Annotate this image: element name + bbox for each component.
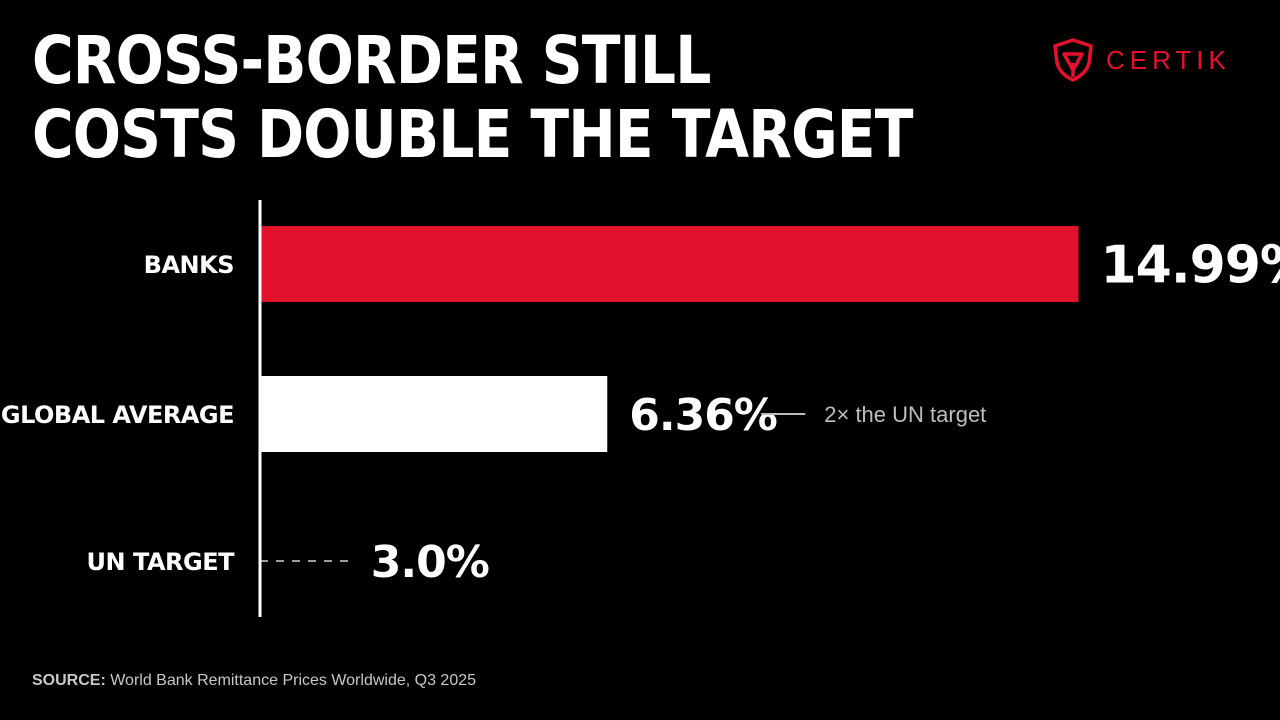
chart-title: CROSS-BORDER STILL COSTS DOUBLE THE TARG… bbox=[32, 24, 1056, 172]
category-label-global-average: GLOBAL AVERAGE bbox=[1, 401, 234, 429]
source-text: World Bank Remittance Prices Worldwide, … bbox=[105, 672, 477, 689]
category-label-un-target: UN TARGET bbox=[87, 548, 236, 576]
value-label-banks: 14.99% bbox=[1100, 236, 1280, 296]
certik-shield-icon bbox=[1053, 38, 1093, 82]
source-label: SOURCE: bbox=[32, 672, 106, 689]
bar-banks bbox=[260, 226, 1079, 302]
title-line-2: COSTS DOUBLE THE TARGET bbox=[32, 96, 913, 173]
value-label-un-target: 3.0% bbox=[371, 537, 489, 588]
annotation-text: 2× the UN target bbox=[824, 402, 986, 427]
value-label-global-average: 6.36% bbox=[629, 390, 777, 441]
title-line-1: CROSS-BORDER STILL bbox=[32, 22, 711, 99]
category-label-banks: BANKS bbox=[144, 251, 234, 279]
bar-global-average bbox=[260, 376, 608, 452]
certik-logo: CERTIK bbox=[1050, 36, 1231, 84]
source-note: SOURCE: World Bank Remittance Prices Wor… bbox=[32, 672, 476, 690]
brand-name: CERTIK bbox=[1106, 44, 1231, 75]
